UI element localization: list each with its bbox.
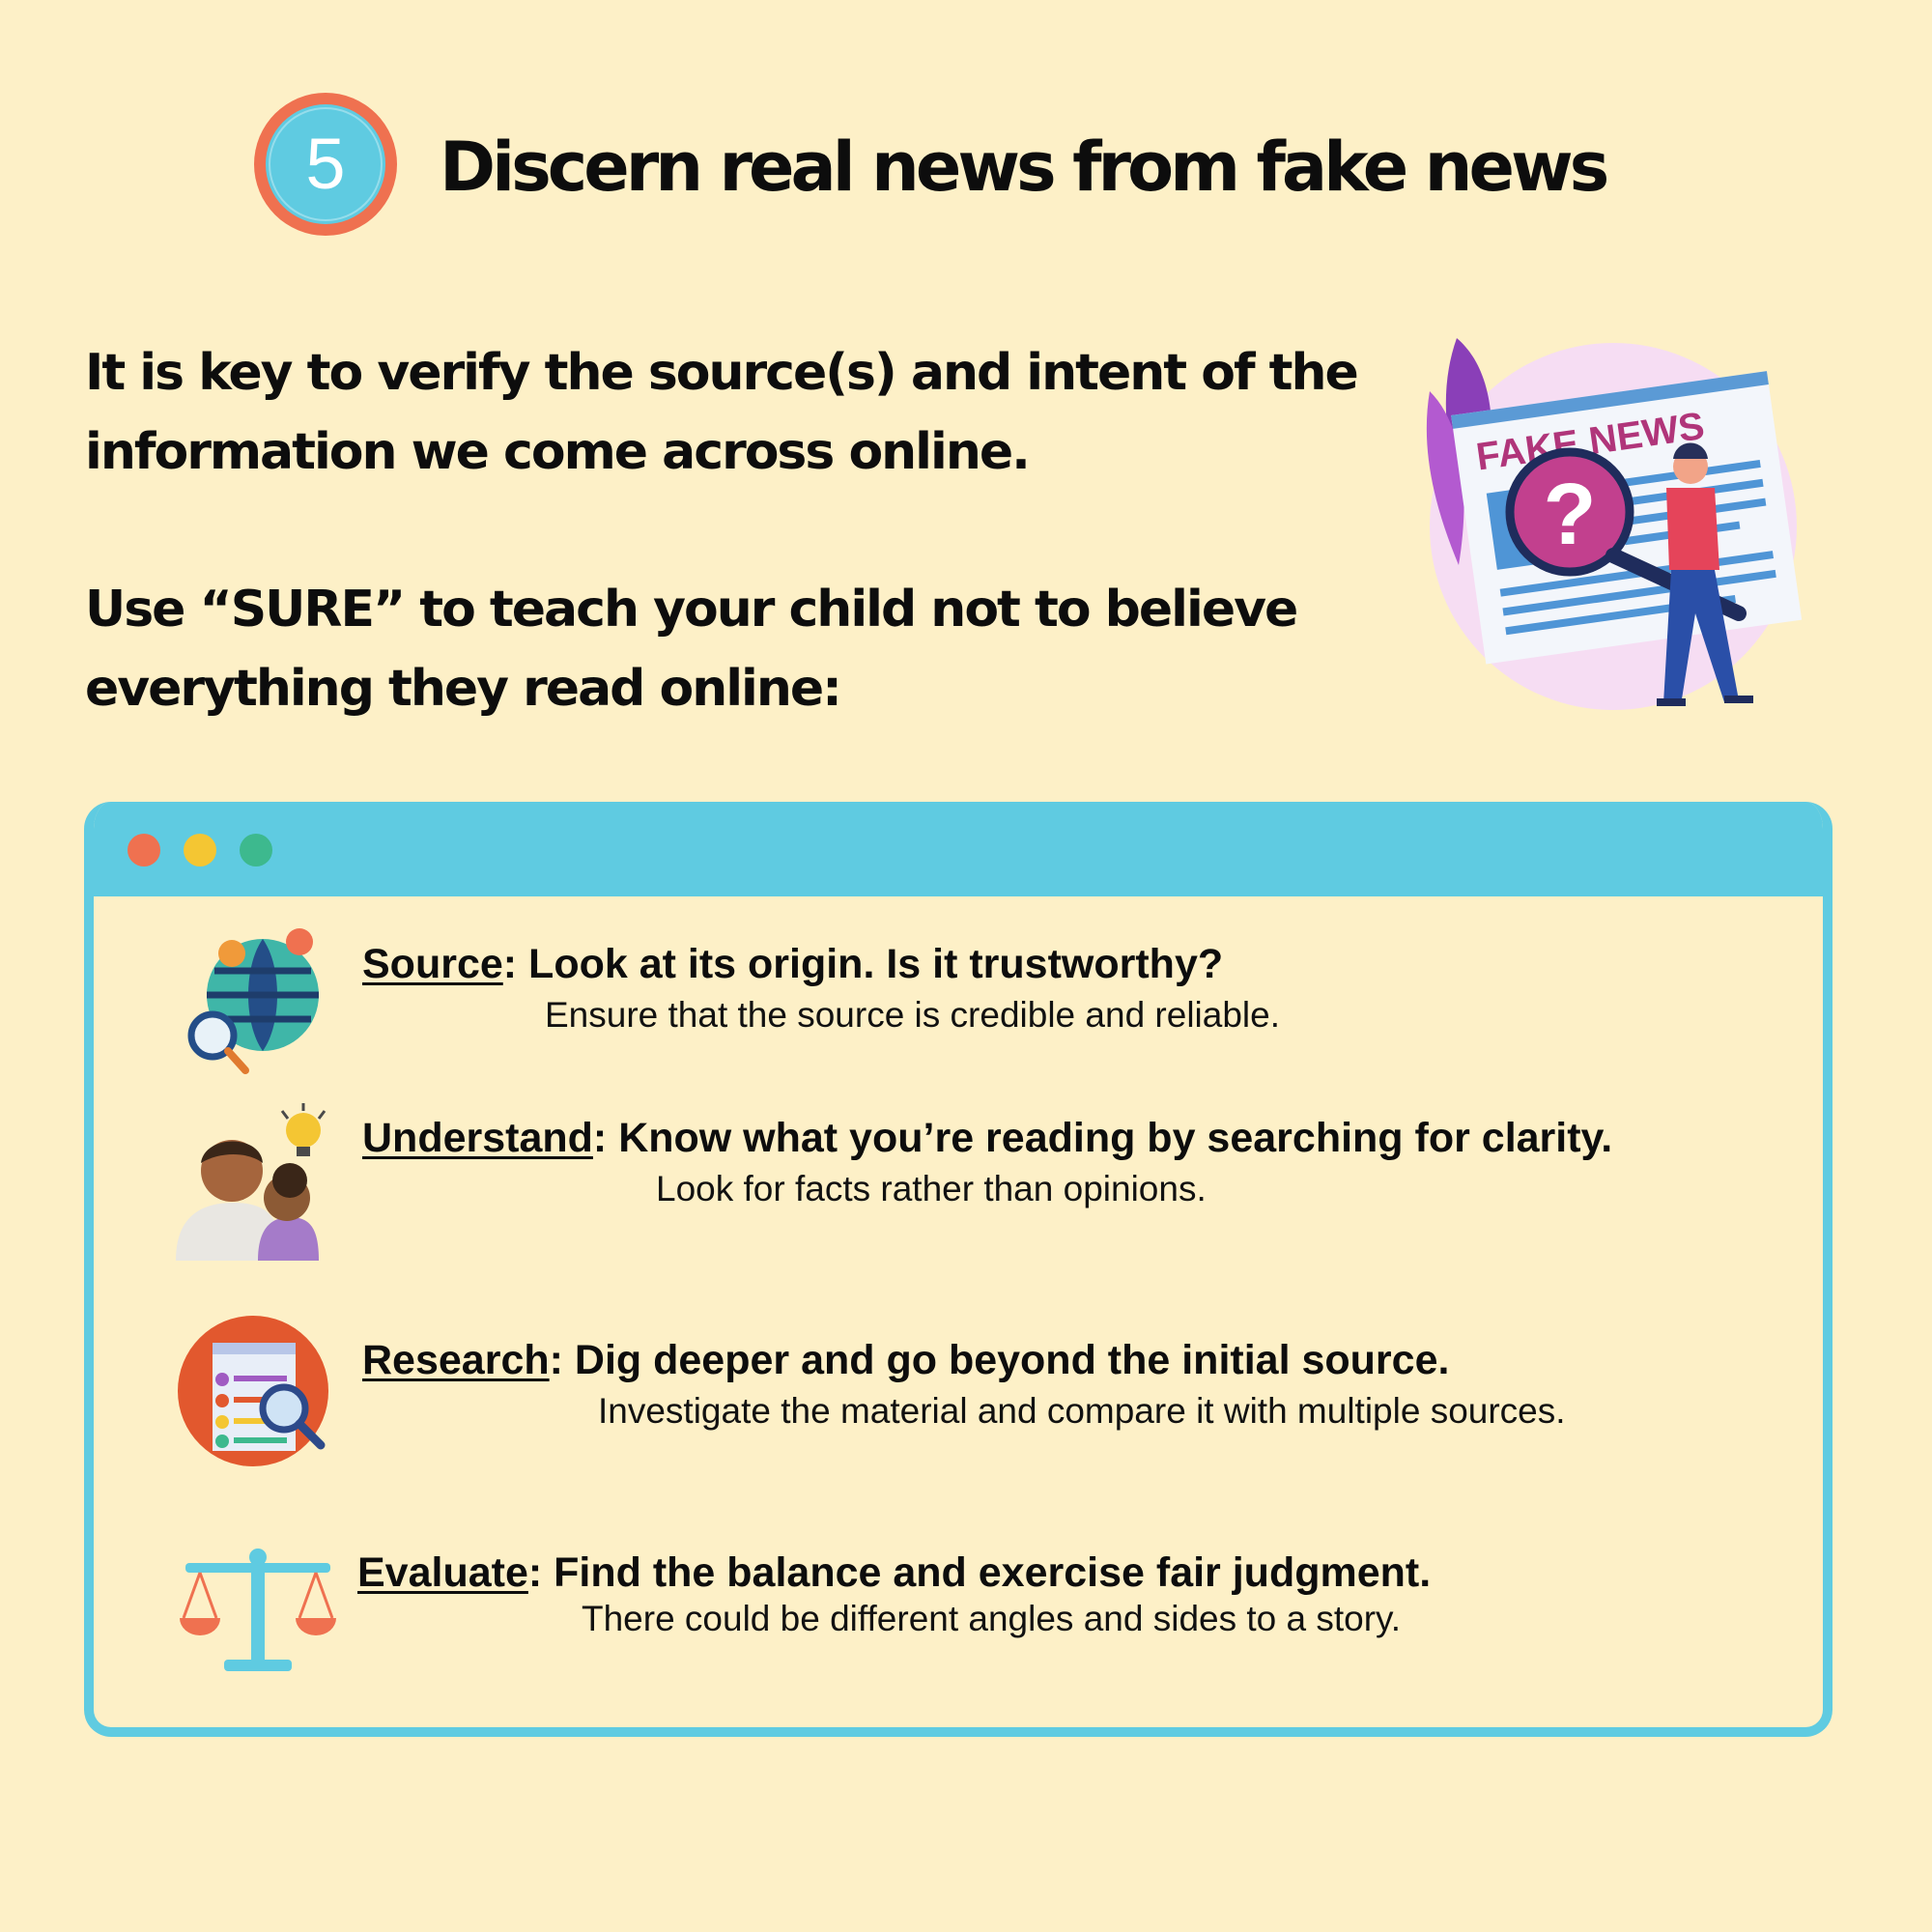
sure-browser-window: Source: Look at its origin. Is it trustw…: [84, 802, 1833, 1737]
window-maximize-dot: [240, 834, 272, 867]
page-title: Discern real news from fake news: [440, 128, 1609, 207]
sure-item-research: Research: Dig deeper and go beyond the i…: [94, 1314, 1823, 1497]
item-keyword: Source: [362, 941, 503, 987]
balance-scale-icon: [180, 1548, 336, 1671]
document-search-icon: [178, 1316, 328, 1466]
window-minimize-dot: [184, 834, 216, 867]
magnifier-icon: [1505, 447, 1634, 577]
sure-item-source: Source: Look at its origin. Is it trustw…: [94, 918, 1823, 1101]
step-number: 5: [305, 124, 345, 204]
item-heading-text: : Find the balance and exercise fair jud…: [527, 1549, 1432, 1596]
item-heading-text: : Look at its origin. Is it trustworthy?: [502, 941, 1224, 987]
item-keyword: Evaluate: [357, 1549, 528, 1596]
item-description: Look for facts rather than opinions.: [656, 1169, 1207, 1208]
item-description: Investigate the material and compare it …: [598, 1391, 1566, 1431]
globe-icon: [187, 928, 319, 1074]
step-number-badge: 5: [254, 93, 397, 236]
sure-item-evaluate: Evaluate: Find the balance and exercise …: [94, 1536, 1823, 1719]
fake-news-illustration: FAKE NEWS ?: [1426, 338, 1803, 710]
sure-intro-paragraph: Use “SURE” to teach your child not to be…: [85, 581, 1298, 718]
item-heading: Evaluate: Find the balance and exercise …: [357, 1546, 1431, 1600]
item-heading: Research: Dig deeper and go beyond the i…: [362, 1333, 1449, 1387]
item-description: Ensure that the source is credible and r…: [545, 995, 1280, 1035]
item-keyword: Understand: [362, 1115, 593, 1161]
item-keyword: Research: [362, 1337, 550, 1383]
item-heading: Understand: Know what you’re reading by …: [362, 1111, 1612, 1165]
item-heading: Source: Look at its origin. Is it trustw…: [362, 937, 1223, 991]
item-heading-text: : Dig deeper and go beyond the initial s…: [549, 1337, 1450, 1383]
question-mark: ?: [1544, 467, 1597, 563]
sure-item-understand: Understand: Know what you’re reading by …: [94, 1101, 1823, 1285]
item-description: There could be different angles and side…: [582, 1599, 1402, 1638]
window-close-dot: [128, 834, 160, 867]
window-title-bar: [94, 802, 1823, 896]
item-heading-text: : Know what you’re reading by searching …: [592, 1115, 1613, 1161]
intro-paragraph: It is key to verify the source(s) and in…: [85, 344, 1359, 481]
parent-child-idea-icon: [176, 1103, 327, 1261]
